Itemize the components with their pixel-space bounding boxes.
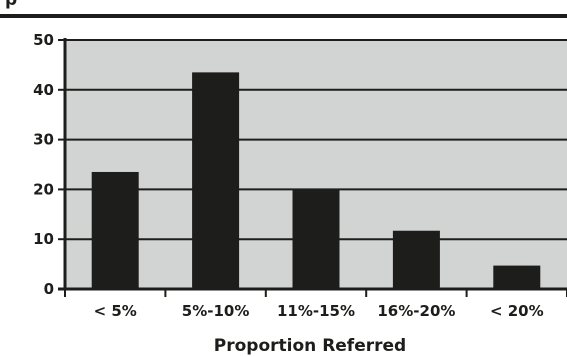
y-tick-label: 30 bbox=[33, 131, 54, 149]
y-tick-label: 0 bbox=[44, 280, 54, 298]
y-tick-label: 50 bbox=[33, 31, 54, 49]
bar bbox=[493, 265, 541, 289]
bar bbox=[91, 171, 139, 289]
bar bbox=[292, 189, 340, 289]
y-tick-label: 20 bbox=[33, 180, 54, 198]
x-tick-labels: < 5% 5%-10% 11%-15% 16%-20% < 20% bbox=[94, 302, 544, 320]
x-tick-label: 5%-10% bbox=[182, 302, 250, 320]
axes bbox=[58, 38, 567, 297]
x-axis-title: Proportion Referred bbox=[214, 336, 406, 356]
x-tick-label: 16%-20% bbox=[377, 302, 455, 320]
bar bbox=[192, 72, 240, 290]
y-tick-labels: 0 10 20 30 40 50 bbox=[33, 31, 54, 298]
bar bbox=[392, 230, 440, 289]
y-tick-label: 40 bbox=[33, 81, 54, 99]
y-tick-label: 10 bbox=[33, 230, 54, 248]
chart-title: p bbox=[5, 0, 17, 10]
x-tick-label: < 20% bbox=[490, 302, 544, 320]
bars bbox=[91, 72, 541, 290]
x-tick-label: 11%-15% bbox=[277, 302, 355, 320]
header-rule bbox=[0, 14, 567, 18]
x-tick-label: < 5% bbox=[94, 302, 137, 320]
